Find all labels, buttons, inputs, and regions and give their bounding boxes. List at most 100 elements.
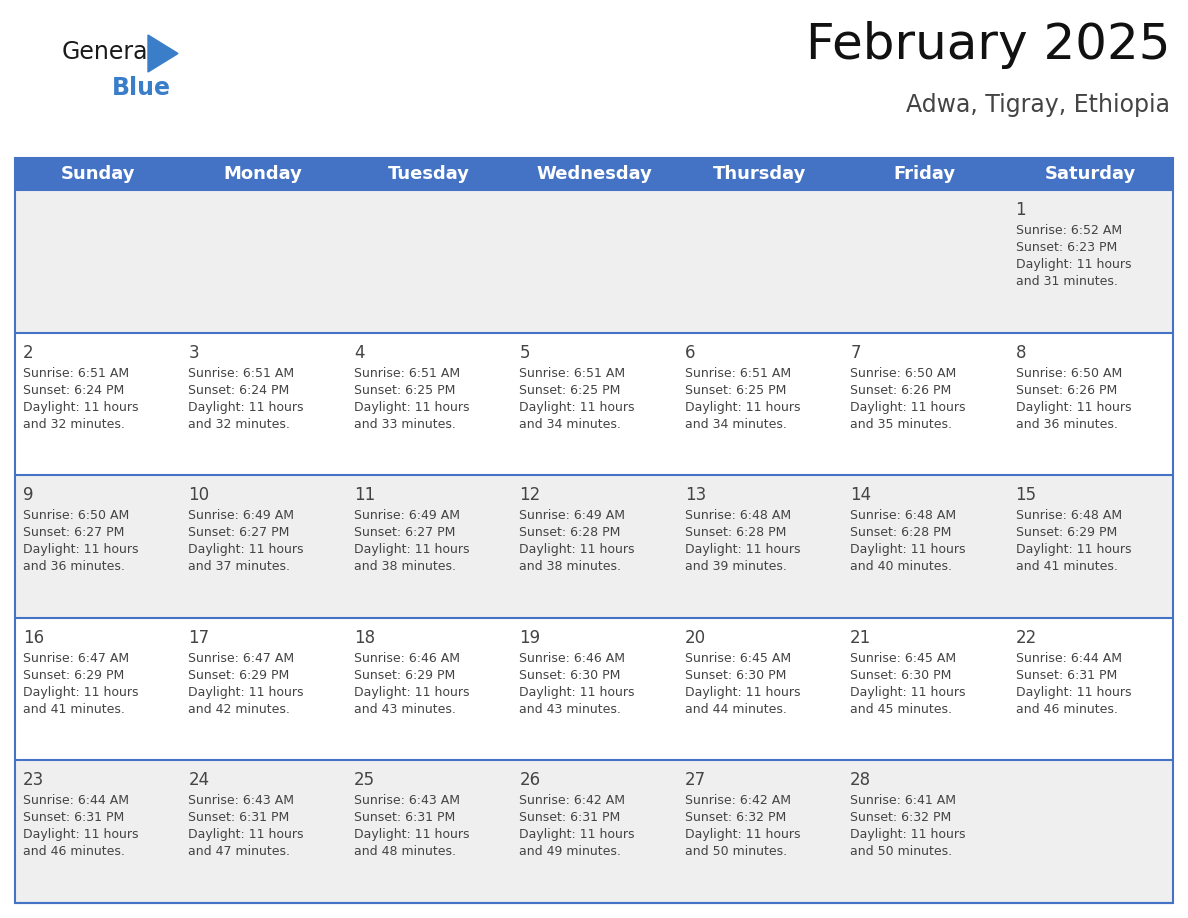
- Text: 7: 7: [851, 343, 860, 362]
- Text: Monday: Monday: [223, 165, 303, 183]
- Text: and 45 minutes.: and 45 minutes.: [851, 703, 952, 716]
- Text: Sunset: 6:26 PM: Sunset: 6:26 PM: [1016, 384, 1117, 397]
- Text: Saturday: Saturday: [1044, 165, 1136, 183]
- Text: 14: 14: [851, 487, 871, 504]
- Text: Sunrise: 6:49 AM: Sunrise: 6:49 AM: [519, 509, 625, 522]
- Text: Blue: Blue: [112, 76, 171, 100]
- Text: and 37 minutes.: and 37 minutes.: [189, 560, 290, 573]
- Bar: [15, 190, 1173, 332]
- Text: Sunset: 6:28 PM: Sunset: 6:28 PM: [684, 526, 786, 539]
- Text: Sunrise: 6:51 AM: Sunrise: 6:51 AM: [189, 366, 295, 380]
- Text: Daylight: 11 hours: Daylight: 11 hours: [354, 686, 469, 699]
- Bar: [15, 158, 1173, 190]
- Text: Sunrise: 6:52 AM: Sunrise: 6:52 AM: [1016, 224, 1121, 237]
- Text: Daylight: 11 hours: Daylight: 11 hours: [519, 828, 634, 842]
- Text: and 38 minutes.: and 38 minutes.: [519, 560, 621, 573]
- Text: Daylight: 11 hours: Daylight: 11 hours: [354, 543, 469, 556]
- Text: Sunset: 6:31 PM: Sunset: 6:31 PM: [189, 812, 290, 824]
- Text: Sunset: 6:31 PM: Sunset: 6:31 PM: [519, 812, 620, 824]
- Text: 13: 13: [684, 487, 706, 504]
- Text: Wednesday: Wednesday: [536, 165, 652, 183]
- Text: 4: 4: [354, 343, 365, 362]
- Text: Sunrise: 6:47 AM: Sunrise: 6:47 AM: [189, 652, 295, 665]
- Text: 1: 1: [1016, 201, 1026, 219]
- Text: Sunset: 6:24 PM: Sunset: 6:24 PM: [189, 384, 290, 397]
- Text: Friday: Friday: [893, 165, 956, 183]
- Text: and 46 minutes.: and 46 minutes.: [1016, 703, 1118, 716]
- Text: Sunrise: 6:42 AM: Sunrise: 6:42 AM: [519, 794, 625, 808]
- Text: Sunset: 6:31 PM: Sunset: 6:31 PM: [23, 812, 125, 824]
- Text: 16: 16: [23, 629, 44, 647]
- Text: Daylight: 11 hours: Daylight: 11 hours: [851, 543, 966, 556]
- Text: Sunset: 6:27 PM: Sunset: 6:27 PM: [189, 526, 290, 539]
- Text: Sunrise: 6:50 AM: Sunrise: 6:50 AM: [851, 366, 956, 380]
- Text: 12: 12: [519, 487, 541, 504]
- Text: Sunrise: 6:49 AM: Sunrise: 6:49 AM: [189, 509, 295, 522]
- Text: Sunrise: 6:49 AM: Sunrise: 6:49 AM: [354, 509, 460, 522]
- Text: Sunrise: 6:50 AM: Sunrise: 6:50 AM: [1016, 366, 1121, 380]
- Text: February 2025: February 2025: [805, 21, 1170, 69]
- Text: Sunrise: 6:42 AM: Sunrise: 6:42 AM: [684, 794, 791, 808]
- Text: 23: 23: [23, 771, 44, 789]
- Text: Sunset: 6:25 PM: Sunset: 6:25 PM: [354, 384, 455, 397]
- Text: Daylight: 11 hours: Daylight: 11 hours: [519, 543, 634, 556]
- Text: Sunset: 6:27 PM: Sunset: 6:27 PM: [23, 526, 125, 539]
- Text: Sunrise: 6:48 AM: Sunrise: 6:48 AM: [1016, 509, 1121, 522]
- Text: Sunset: 6:31 PM: Sunset: 6:31 PM: [1016, 669, 1117, 682]
- Text: Daylight: 11 hours: Daylight: 11 hours: [851, 686, 966, 699]
- Text: Daylight: 11 hours: Daylight: 11 hours: [684, 828, 801, 842]
- Text: and 34 minutes.: and 34 minutes.: [684, 418, 786, 431]
- Text: and 32 minutes.: and 32 minutes.: [23, 418, 125, 431]
- Text: 5: 5: [519, 343, 530, 362]
- Text: Sunrise: 6:51 AM: Sunrise: 6:51 AM: [354, 366, 460, 380]
- Text: and 41 minutes.: and 41 minutes.: [1016, 560, 1118, 573]
- Text: and 43 minutes.: and 43 minutes.: [354, 703, 456, 716]
- Text: Daylight: 11 hours: Daylight: 11 hours: [23, 686, 139, 699]
- Text: 17: 17: [189, 629, 209, 647]
- Text: Sunset: 6:24 PM: Sunset: 6:24 PM: [23, 384, 125, 397]
- Text: Daylight: 11 hours: Daylight: 11 hours: [851, 828, 966, 842]
- Text: Sunset: 6:29 PM: Sunset: 6:29 PM: [189, 669, 290, 682]
- Text: Sunset: 6:28 PM: Sunset: 6:28 PM: [519, 526, 620, 539]
- Text: Sunrise: 6:47 AM: Sunrise: 6:47 AM: [23, 652, 129, 665]
- Text: Sunrise: 6:45 AM: Sunrise: 6:45 AM: [684, 652, 791, 665]
- Text: 6: 6: [684, 343, 695, 362]
- Text: 26: 26: [519, 771, 541, 789]
- Text: Sunset: 6:29 PM: Sunset: 6:29 PM: [23, 669, 125, 682]
- Text: Tuesday: Tuesday: [387, 165, 469, 183]
- Text: Daylight: 11 hours: Daylight: 11 hours: [189, 400, 304, 414]
- Bar: [15, 332, 1173, 476]
- Text: Daylight: 11 hours: Daylight: 11 hours: [1016, 543, 1131, 556]
- Text: Sunrise: 6:50 AM: Sunrise: 6:50 AM: [23, 509, 129, 522]
- Text: 3: 3: [189, 343, 200, 362]
- Text: Sunset: 6:28 PM: Sunset: 6:28 PM: [851, 526, 952, 539]
- Text: 25: 25: [354, 771, 375, 789]
- Text: 22: 22: [1016, 629, 1037, 647]
- Text: and 32 minutes.: and 32 minutes.: [189, 418, 290, 431]
- Text: 27: 27: [684, 771, 706, 789]
- Text: Daylight: 11 hours: Daylight: 11 hours: [189, 686, 304, 699]
- Text: Daylight: 11 hours: Daylight: 11 hours: [189, 543, 304, 556]
- Text: 20: 20: [684, 629, 706, 647]
- Text: General: General: [62, 40, 156, 64]
- Text: Sunset: 6:32 PM: Sunset: 6:32 PM: [684, 812, 786, 824]
- Text: 24: 24: [189, 771, 209, 789]
- Text: Daylight: 11 hours: Daylight: 11 hours: [684, 400, 801, 414]
- Text: Daylight: 11 hours: Daylight: 11 hours: [519, 686, 634, 699]
- Text: Sunrise: 6:43 AM: Sunrise: 6:43 AM: [354, 794, 460, 808]
- Text: 18: 18: [354, 629, 375, 647]
- Text: Thursday: Thursday: [713, 165, 807, 183]
- Text: 11: 11: [354, 487, 375, 504]
- Text: Sunset: 6:31 PM: Sunset: 6:31 PM: [354, 812, 455, 824]
- Polygon shape: [148, 35, 178, 72]
- Text: Sunrise: 6:43 AM: Sunrise: 6:43 AM: [189, 794, 295, 808]
- Text: 15: 15: [1016, 487, 1037, 504]
- Text: Adwa, Tigray, Ethiopia: Adwa, Tigray, Ethiopia: [906, 93, 1170, 117]
- Text: 9: 9: [23, 487, 33, 504]
- Text: Sunrise: 6:51 AM: Sunrise: 6:51 AM: [23, 366, 129, 380]
- Text: Daylight: 11 hours: Daylight: 11 hours: [23, 828, 139, 842]
- Text: Sunset: 6:30 PM: Sunset: 6:30 PM: [851, 669, 952, 682]
- Text: and 34 minutes.: and 34 minutes.: [519, 418, 621, 431]
- Text: and 41 minutes.: and 41 minutes.: [23, 703, 125, 716]
- Text: Sunset: 6:27 PM: Sunset: 6:27 PM: [354, 526, 455, 539]
